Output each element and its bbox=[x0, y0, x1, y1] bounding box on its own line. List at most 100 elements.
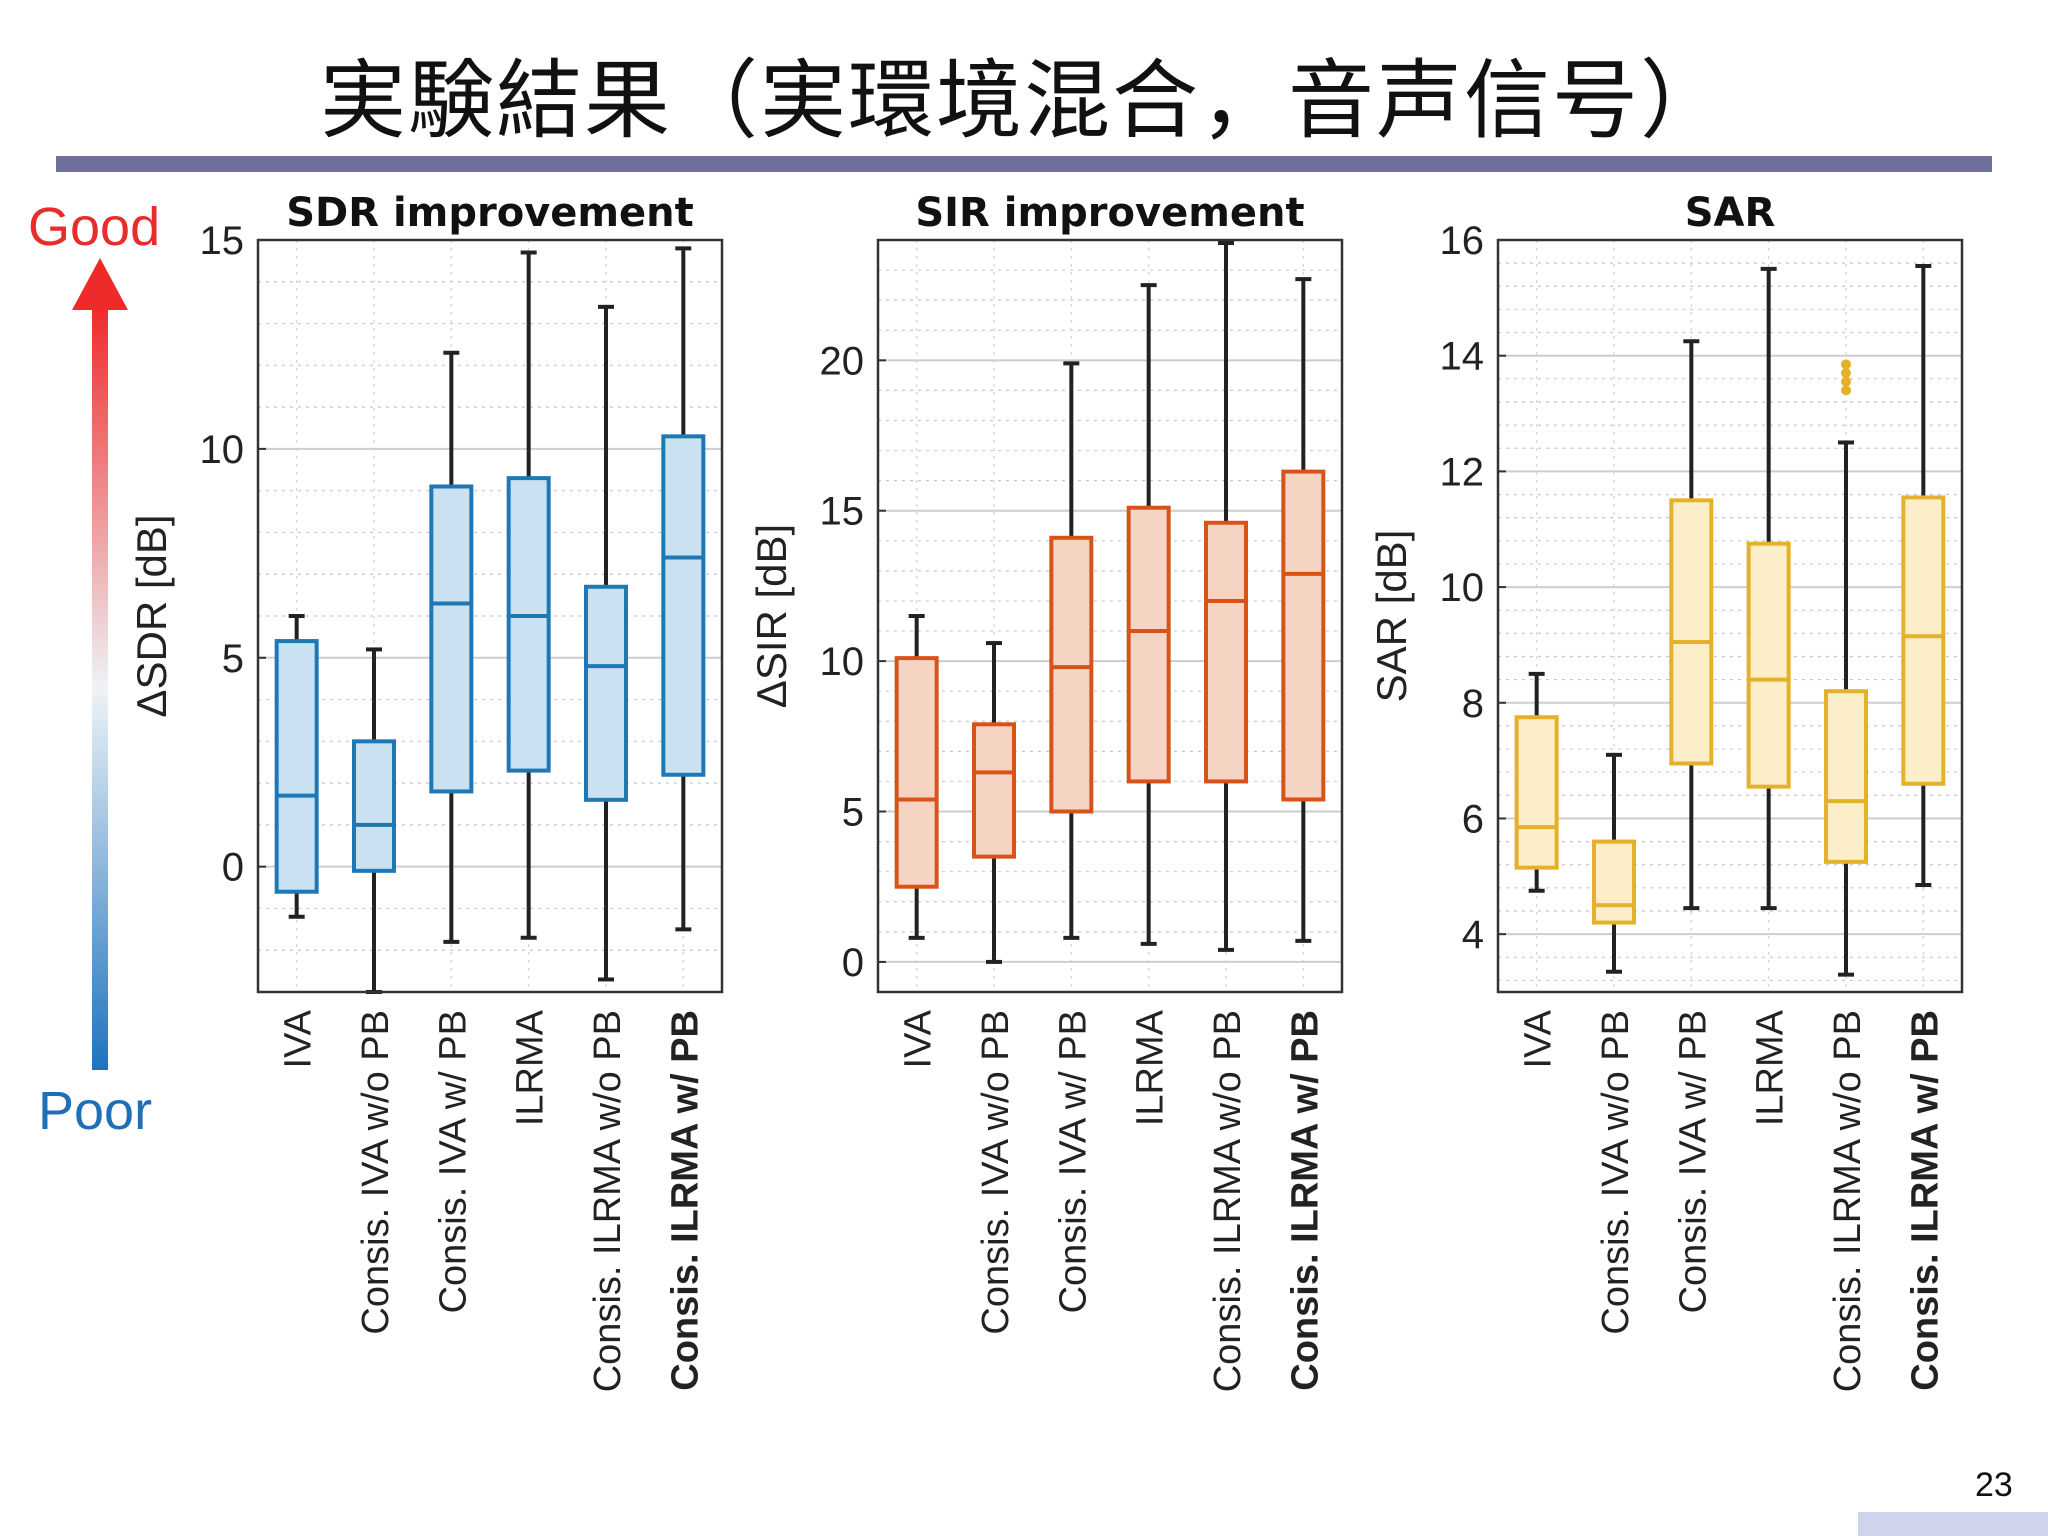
slide-title: 実験結果（実環境混合，音声信号） bbox=[320, 51, 1728, 151]
y-tick-label: 15 bbox=[820, 490, 865, 534]
x-category-label-prefix: Consis. bbox=[1595, 1197, 1637, 1334]
box bbox=[1592, 839, 1636, 925]
x-category-label: IVA bbox=[1518, 1009, 1560, 1068]
good-label: Good bbox=[28, 197, 161, 257]
y-tick-label: 0 bbox=[842, 941, 864, 985]
x-category-label-prefix: Consis. bbox=[1672, 1176, 1714, 1313]
x-category-label: Consis. ILRMA w/o PB bbox=[1827, 1010, 1869, 1392]
x-category-label-name: ILRMA w/o PB bbox=[1207, 1010, 1249, 1255]
box bbox=[429, 484, 474, 794]
y-tick-label: 5 bbox=[222, 637, 244, 681]
chart-title: SAR bbox=[1685, 190, 1776, 236]
x-category-label: Consis. IVA w/ PB bbox=[1052, 1010, 1094, 1313]
x-category-label: ILRMA bbox=[1130, 1009, 1172, 1126]
x-category-label-name: IVA w/o PB bbox=[355, 1010, 397, 1197]
y-tick-label: 6 bbox=[1462, 797, 1484, 841]
x-category-label: Consis. ILRMA w/ PB bbox=[664, 1010, 706, 1391]
x-category-label: Consis. IVA w/o PB bbox=[1595, 1010, 1637, 1335]
x-category-label-prefix: Consis. bbox=[587, 1255, 629, 1392]
box-plot-panel-2: 0 5 10 15 20 SIR improvement ΔSIR [dB] IVA Consi… bbox=[748, 190, 1344, 1392]
x-category-label: Consis. IVA w/ PB bbox=[432, 1010, 474, 1313]
box bbox=[1281, 469, 1326, 802]
x-category-label: Consis. ILRMA w/o PB bbox=[587, 1010, 629, 1392]
quality-arrow-head bbox=[72, 258, 128, 310]
x-category-label-prefix: Consis. bbox=[1052, 1176, 1094, 1313]
box bbox=[1746, 541, 1791, 789]
x-category-label: Consis. IVA w/o PB bbox=[355, 1010, 397, 1335]
x-category-label-name: ILRMA bbox=[510, 1009, 552, 1126]
y-tick-label: 12 bbox=[1440, 450, 1485, 494]
y-tick-label: 10 bbox=[1440, 566, 1485, 610]
plot-area bbox=[1498, 240, 1962, 992]
x-category-label-name: IVA w/ PB bbox=[1052, 1010, 1094, 1176]
box bbox=[1669, 498, 1714, 766]
y-tick-label: 16 bbox=[1440, 219, 1485, 263]
chart-title: SIR improvement bbox=[915, 190, 1304, 236]
x-category-label-name: ILRMA w/ PB bbox=[1904, 1010, 1946, 1243]
poor-label: Poor bbox=[38, 1081, 153, 1141]
y-axis-label: ΔSIR [dB] bbox=[748, 524, 795, 708]
x-category-label: ILRMA bbox=[510, 1009, 552, 1126]
plot-area bbox=[878, 240, 1342, 992]
box bbox=[1204, 520, 1248, 784]
x-category-label-name: IVA bbox=[1518, 1009, 1560, 1068]
x-category-label-name: ILRMA w/ PB bbox=[664, 1010, 706, 1243]
plot-frame bbox=[256, 238, 724, 994]
x-category-label: Consis. IVA w/o PB bbox=[975, 1010, 1017, 1335]
plot-frame bbox=[1496, 238, 1964, 994]
x-category-label: IVA bbox=[278, 1009, 320, 1068]
x-category-label-prefix: Consis. bbox=[1284, 1243, 1326, 1391]
x-category-label-name: ILRMA bbox=[1750, 1009, 1792, 1126]
x-category-label-name: IVA bbox=[898, 1009, 940, 1068]
box bbox=[352, 739, 396, 873]
x-category-label-prefix: Consis. bbox=[975, 1197, 1017, 1334]
y-tick-label: 5 bbox=[842, 791, 864, 835]
y-tick-label: 4 bbox=[1462, 913, 1484, 957]
y-tick-label: 20 bbox=[820, 339, 865, 383]
outlier-point bbox=[1841, 385, 1851, 396]
outlier-point bbox=[1841, 359, 1851, 370]
corner-decoration bbox=[1858, 1512, 2048, 1536]
x-category-label: IVA bbox=[898, 1009, 940, 1068]
y-axis-label: ΔSDR [dB] bbox=[128, 514, 175, 717]
x-category-label: Consis. ILRMA w/o PB bbox=[1207, 1010, 1249, 1392]
quality-arrow bbox=[72, 258, 128, 1070]
y-tick-label: 10 bbox=[200, 428, 245, 472]
x-category-label-prefix: Consis. bbox=[1207, 1255, 1249, 1392]
outlier-point bbox=[1841, 368, 1851, 379]
box-plot-panel-1: 0 5 10 15 SDR improvement ΔSDR [dB] IVA Consis.… bbox=[128, 190, 724, 1392]
x-category-label: Consis. IVA w/ PB bbox=[1672, 1010, 1714, 1313]
box-plot-panel-3: 4 6 8 10 12 14 16 SAR SAR [dB] IVA Consis. IVA w/o… bbox=[1368, 190, 1964, 1392]
quality-arrow-shaft bbox=[92, 306, 108, 1070]
y-axis-label: SAR [dB] bbox=[1368, 530, 1415, 703]
y-tick-label: 0 bbox=[222, 846, 244, 890]
page-number: 23 bbox=[1975, 1466, 2013, 1504]
x-category-label-name: IVA w/ PB bbox=[1672, 1010, 1714, 1176]
x-category-label-name: IVA w/ PB bbox=[432, 1010, 474, 1176]
box bbox=[1514, 715, 1559, 870]
box bbox=[972, 722, 1016, 859]
x-category-label-prefix: Consis. bbox=[664, 1243, 706, 1391]
box bbox=[274, 639, 319, 894]
x-category-label-prefix: Consis. bbox=[1904, 1243, 1946, 1391]
plot-frame bbox=[876, 238, 1344, 994]
box bbox=[661, 434, 706, 777]
title-divider bbox=[56, 156, 1992, 172]
x-category-label-name: ILRMA w/ PB bbox=[1284, 1010, 1326, 1243]
y-tick-label: 14 bbox=[1440, 335, 1485, 379]
outlier-point bbox=[1841, 376, 1851, 387]
box bbox=[506, 476, 551, 773]
x-category-label-prefix: Consis. bbox=[432, 1176, 474, 1313]
y-tick-label: 10 bbox=[820, 640, 865, 684]
x-category-label-name: ILRMA bbox=[1130, 1009, 1172, 1126]
x-category-label-name: ILRMA w/o PB bbox=[1827, 1010, 1869, 1255]
x-category-label: ILRMA bbox=[1750, 1009, 1792, 1126]
y-tick-label: 15 bbox=[200, 219, 245, 263]
y-tick-label: 8 bbox=[1462, 682, 1484, 726]
box bbox=[894, 656, 939, 889]
x-category-label: Consis. ILRMA w/ PB bbox=[1284, 1010, 1326, 1391]
x-category-label-prefix: Consis. bbox=[1827, 1255, 1869, 1392]
x-category-label-name: IVA w/o PB bbox=[975, 1010, 1017, 1197]
x-category-label-name: ILRMA w/o PB bbox=[587, 1010, 629, 1255]
